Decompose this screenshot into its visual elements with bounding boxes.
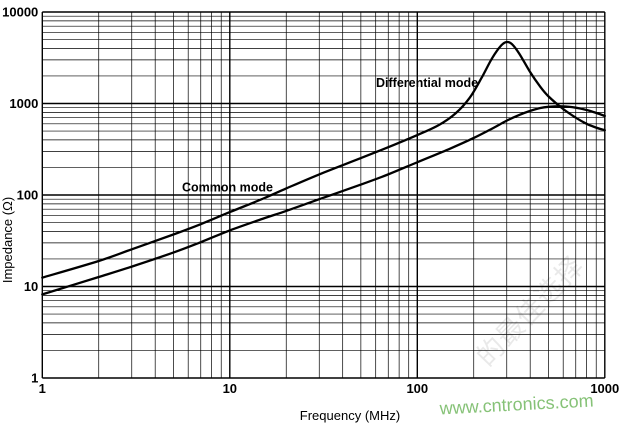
- svg-text:10000: 10000: [2, 5, 38, 20]
- svg-text:10: 10: [24, 279, 38, 294]
- svg-text:Common mode: Common mode: [182, 181, 273, 195]
- svg-text:1000: 1000: [590, 381, 619, 396]
- svg-text:100: 100: [406, 381, 428, 396]
- svg-text:Impedance (Ω): Impedance (Ω): [0, 197, 15, 283]
- svg-text:1: 1: [31, 371, 38, 386]
- svg-text:1: 1: [39, 381, 46, 396]
- svg-text:Differential mode: Differential mode: [376, 76, 478, 90]
- svg-text:Frequency (MHz): Frequency (MHz): [300, 408, 400, 423]
- svg-text:10: 10: [223, 381, 237, 396]
- svg-text:1000: 1000: [9, 96, 38, 111]
- svg-text:100: 100: [17, 188, 39, 203]
